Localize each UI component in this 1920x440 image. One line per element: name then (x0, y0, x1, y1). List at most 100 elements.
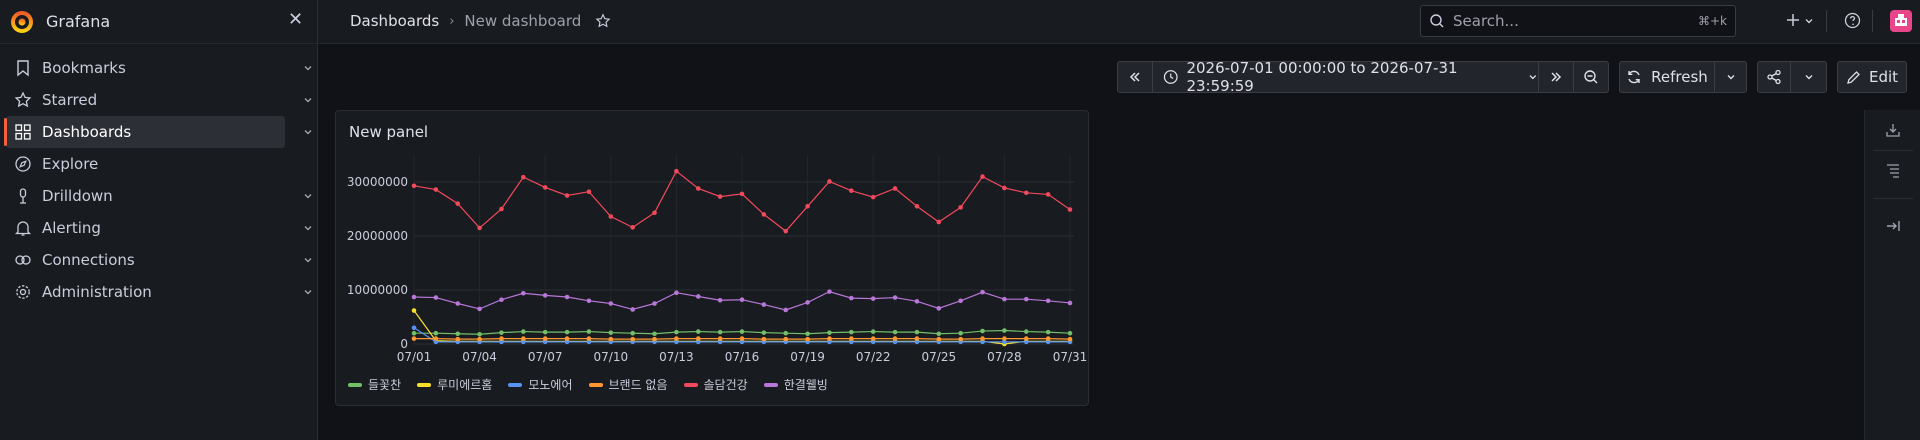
grafana-logo-icon[interactable] (10, 10, 34, 34)
data-point (980, 289, 985, 295)
data-point (652, 331, 657, 337)
data-point (717, 297, 723, 303)
sidebar-item-label: Explore (42, 155, 99, 173)
panel[interactable]: New panel 0 10000000 20000000 30000000 07/01… (335, 110, 1089, 406)
chevron-down-icon[interactable] (1804, 16, 1814, 26)
sidebar-item-connections[interactable]: Connections (6, 244, 312, 276)
edit-button[interactable]: Edit (1837, 61, 1907, 93)
share-icon (1767, 69, 1781, 85)
gear-icon (16, 285, 30, 299)
data-point (695, 294, 701, 299)
time-range-picker[interactable]: 2026-07-01 00:00:00 to 2026-07-31 23:59:… (1152, 59, 1539, 95)
plus-icon[interactable] (1785, 12, 1801, 28)
chevron-down-icon[interactable] (303, 287, 313, 297)
data-point (805, 331, 810, 337)
breadcrumb-dashboards[interactable]: Dashboards (350, 12, 440, 30)
legend-item[interactable]: 루미에르홈 (417, 376, 492, 393)
sidebar-item-label: Bookmarks (42, 59, 126, 77)
legend-label: 브랜드 없음 (608, 378, 668, 392)
data-point (1023, 296, 1029, 302)
chevron-down-icon[interactable] (303, 95, 313, 105)
data-point (805, 300, 810, 305)
data-point (542, 336, 548, 341)
data-point (411, 336, 417, 341)
data-point (564, 329, 570, 335)
chevron-down-icon[interactable] (303, 255, 313, 265)
data-point (849, 295, 854, 301)
data-point (521, 329, 526, 334)
chevron-down-icon[interactable] (303, 191, 313, 201)
data-point (630, 307, 635, 312)
search-input[interactable]: Search... ⌘+k (1420, 5, 1736, 37)
avatar[interactable] (1890, 10, 1912, 32)
data-point (1002, 328, 1007, 333)
data-point (1023, 339, 1029, 345)
x-tick-label: 07/28 (987, 350, 1022, 364)
data-point (477, 225, 482, 231)
chevron-down-icon[interactable] (303, 127, 313, 137)
data-point (914, 329, 920, 335)
data-point (652, 210, 657, 216)
legend-item[interactable]: 솔담건강 (683, 376, 748, 393)
sidebar-item-dashboards[interactable]: Dashboards (4, 116, 312, 148)
breadcrumb-separator: › (449, 13, 455, 29)
x-tick-label: 07/31 (1053, 350, 1088, 364)
import-icon[interactable] (1885, 122, 1901, 138)
legend-item[interactable]: 들꽃찬 (348, 376, 401, 393)
sidebar-item-explore[interactable]: Explore (6, 148, 285, 180)
chevron-down-icon[interactable] (303, 223, 313, 233)
data-point (499, 336, 504, 341)
data-point (849, 329, 854, 335)
data-point (1002, 336, 1007, 341)
data-point (958, 330, 963, 336)
legend-item[interactable]: 한결웰빙 (763, 376, 828, 393)
legend-item[interactable]: 브랜드 없음 (588, 376, 668, 393)
data-point (586, 298, 592, 304)
data-point (805, 336, 810, 342)
arrow-to-right-icon[interactable] (1885, 218, 1901, 234)
data-point (608, 336, 614, 342)
data-point (870, 296, 876, 301)
legend-item[interactable]: 모노에어 (508, 376, 573, 393)
x-tick-label: 07/19 (790, 350, 825, 364)
refresh-label: Refresh (1651, 68, 1708, 86)
sidebar-item-alerting[interactable]: Alerting (6, 212, 312, 244)
time-shift-forward-button[interactable] (1538, 61, 1574, 93)
refresh-button[interactable]: Refresh (1619, 61, 1715, 93)
zoom-out-button[interactable] (1573, 61, 1609, 93)
share-button[interactable] (1757, 61, 1791, 93)
legend-swatch (683, 382, 698, 387)
data-point (695, 336, 701, 341)
rail-divider (1873, 198, 1913, 199)
sidebar-item-starred[interactable]: Starred (6, 84, 312, 116)
legend-swatch (417, 382, 432, 387)
refresh-interval-dropdown[interactable] (1714, 61, 1747, 93)
data-point (542, 329, 548, 335)
time-shift-back-button[interactable] (1117, 61, 1153, 93)
data-point (739, 329, 745, 334)
data-point (1023, 336, 1029, 341)
data-point (455, 336, 461, 342)
time-range-label: 2026-07-01 00:00:00 to 2026-07-31 23:59:… (1186, 59, 1458, 95)
data-point (411, 308, 417, 313)
star-icon[interactable] (595, 13, 611, 29)
bell-icon (14, 221, 32, 236)
chevron-down-icon[interactable] (303, 63, 313, 73)
data-point (783, 228, 789, 234)
clock-icon (1163, 70, 1178, 84)
help-icon[interactable] (1844, 12, 1861, 29)
outline-icon[interactable] (1885, 162, 1901, 178)
share-dropdown[interactable] (1790, 61, 1827, 93)
data-point (1023, 329, 1029, 334)
sidebar-item-label: Drilldown (42, 187, 113, 205)
sidebar-item-drilldown[interactable]: Drilldown (6, 180, 312, 212)
close-menu-icon[interactable]: ✕ (288, 9, 304, 30)
sidebar-item-bookmarks[interactable]: Bookmarks (6, 52, 312, 84)
data-point (958, 336, 963, 342)
sidebar-item-administration[interactable]: Administration (6, 276, 312, 308)
drilldown-icon (19, 188, 27, 204)
x-tick-label: 07/04 (462, 350, 497, 364)
data-point (914, 204, 920, 209)
apps-icon (15, 124, 31, 140)
data-point (433, 339, 439, 345)
